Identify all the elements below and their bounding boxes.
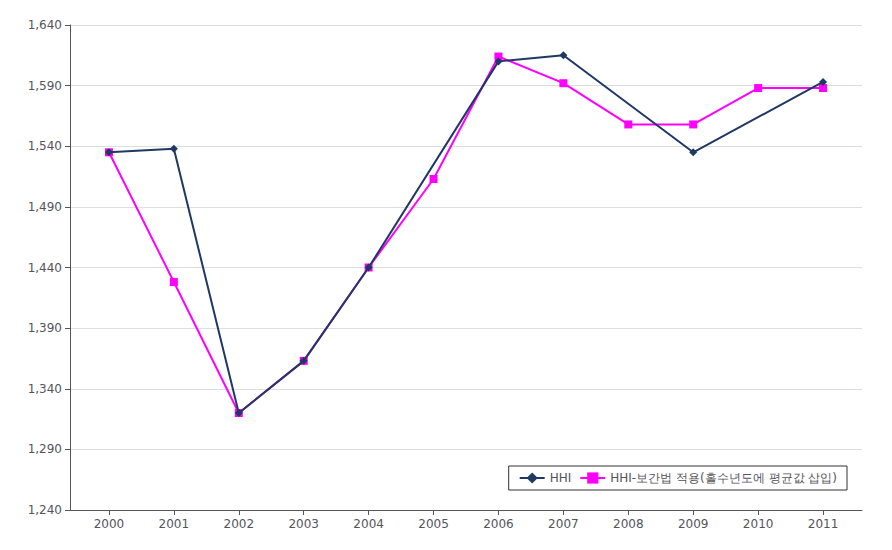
svg-text:2000: 2000 [94, 517, 125, 531]
svg-text:HHI-보간법 적용(홀수년도에 평균값 삽입): HHI-보간법 적용(홀수년도에 평균값 삽입) [610, 471, 837, 485]
svg-text:1,440: 1,440 [28, 261, 62, 275]
svg-text:1,590: 1,590 [28, 79, 62, 93]
svg-text:1,240: 1,240 [28, 503, 62, 517]
svg-text:2006: 2006 [483, 517, 514, 531]
svg-text:1,540: 1,540 [28, 139, 62, 153]
svg-text:2010: 2010 [743, 517, 774, 531]
svg-text:2001: 2001 [159, 517, 190, 531]
svg-text:2008: 2008 [613, 517, 644, 531]
svg-text:2002: 2002 [224, 517, 255, 531]
svg-text:2009: 2009 [678, 517, 709, 531]
svg-text:1,340: 1,340 [28, 382, 62, 396]
svg-text:2003: 2003 [288, 517, 319, 531]
svg-text:HHI: HHI [550, 471, 572, 485]
svg-text:2004: 2004 [353, 517, 384, 531]
svg-text:1,640: 1,640 [28, 18, 62, 32]
svg-text:2005: 2005 [418, 517, 449, 531]
svg-text:1,290: 1,290 [28, 442, 62, 456]
svg-text:1,490: 1,490 [28, 200, 62, 214]
svg-text:2007: 2007 [548, 517, 579, 531]
svg-text:2011: 2011 [808, 517, 839, 531]
svg-text:1,390: 1,390 [28, 321, 62, 335]
